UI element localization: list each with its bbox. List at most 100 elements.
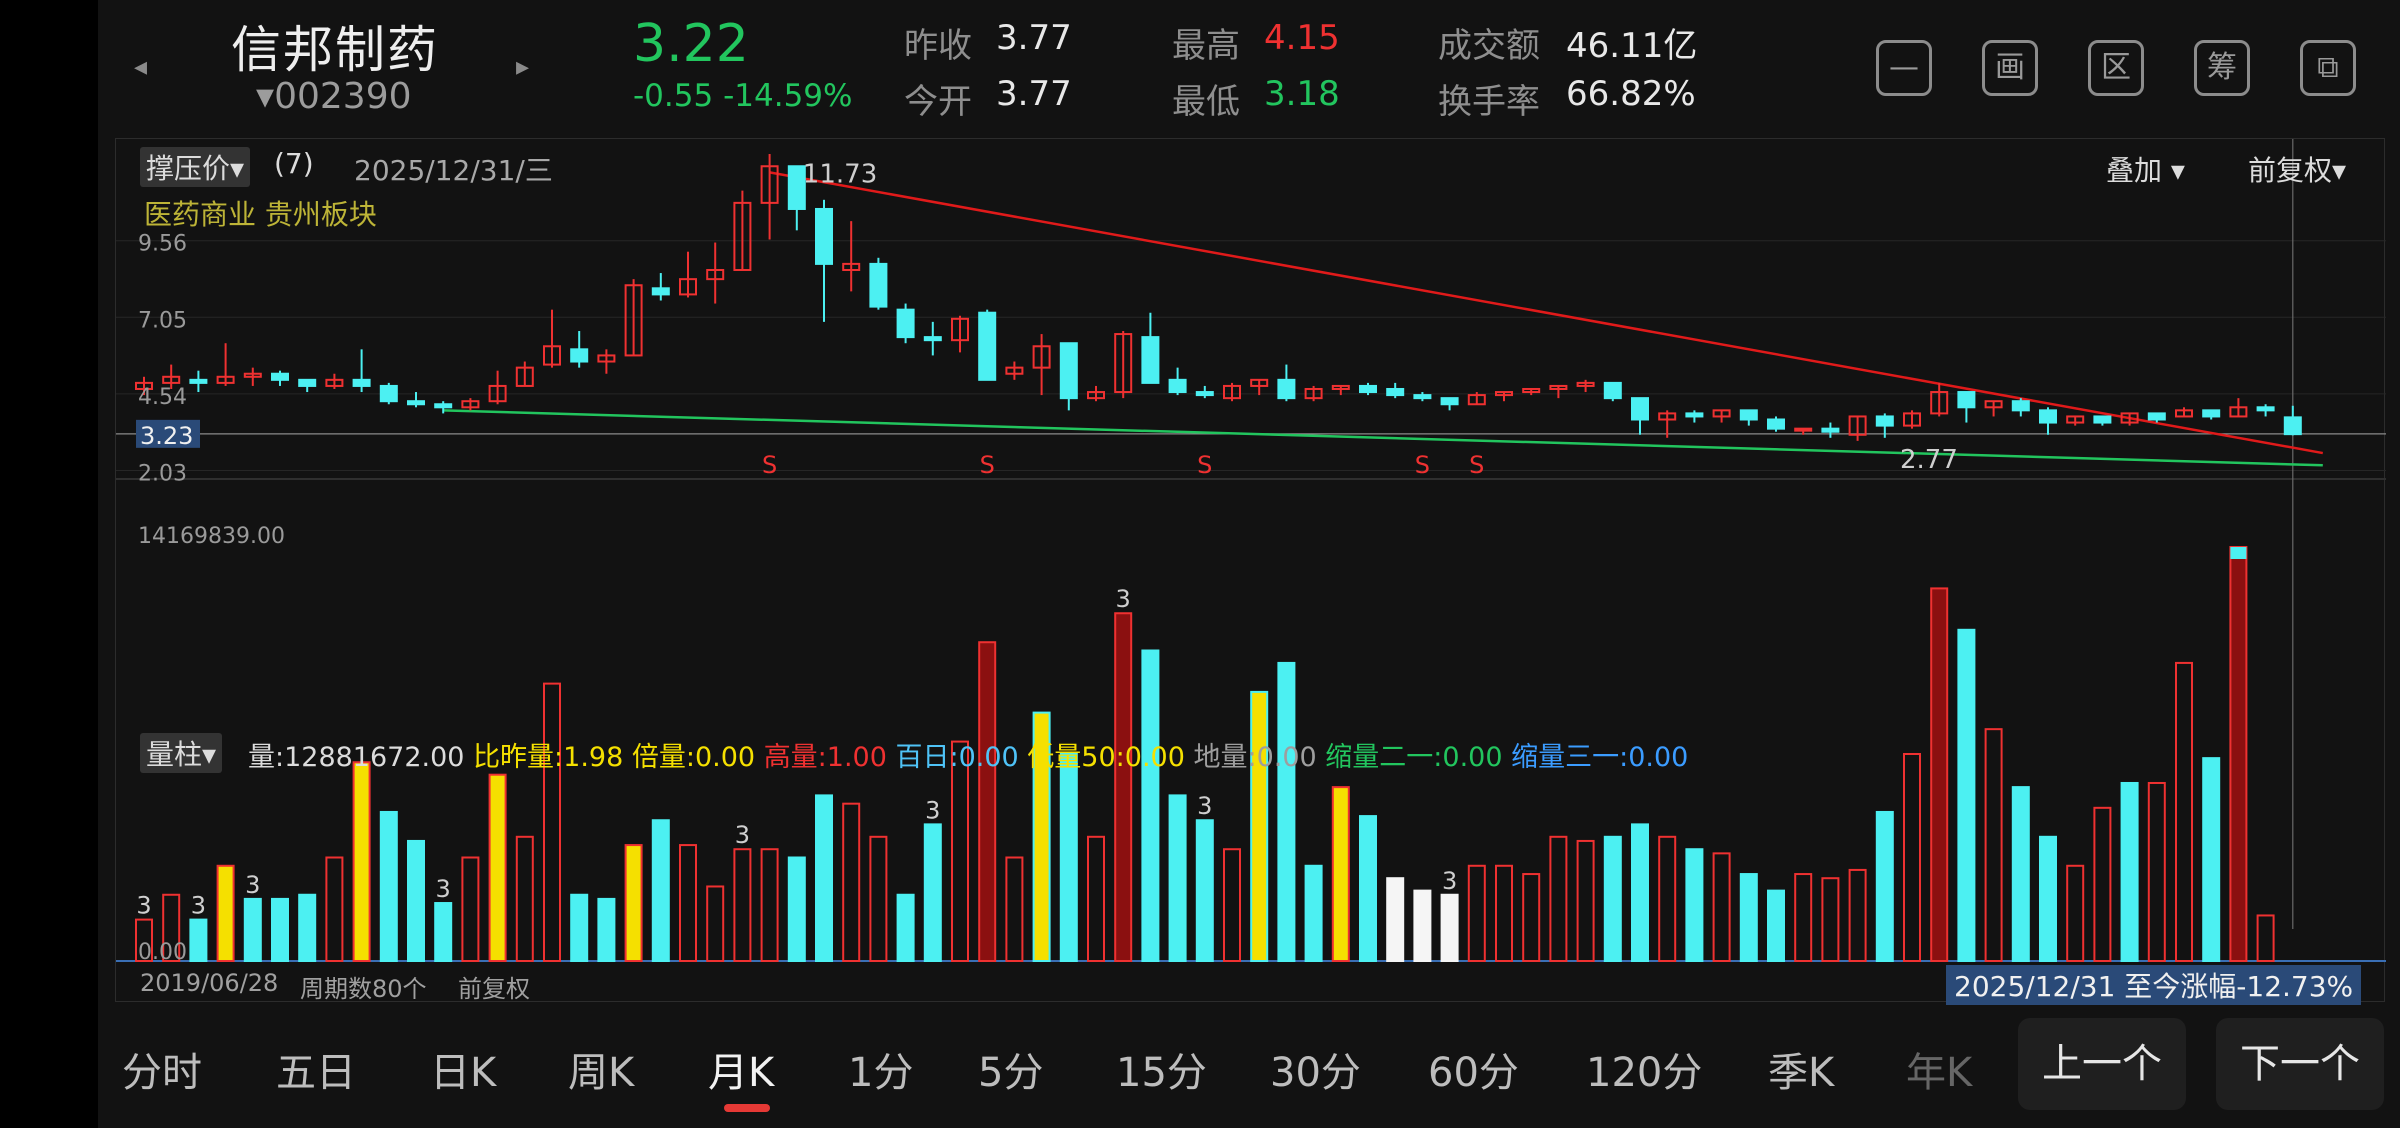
candle-body xyxy=(2011,400,2030,412)
tab-15min[interactable]: 15分 xyxy=(1116,1050,1207,1096)
volume-bar xyxy=(515,835,534,962)
volume-bar xyxy=(352,761,371,963)
volume-bar xyxy=(1848,868,1867,962)
next-stock-icon[interactable]: ▸ xyxy=(516,52,530,82)
volume-bar xyxy=(1413,889,1432,962)
adjust-dropdown[interactable]: 前复权▾ xyxy=(2248,154,2347,187)
candle-body xyxy=(2066,415,2085,424)
volume-bar xyxy=(651,819,670,962)
draw-icon[interactable]: 画 xyxy=(1982,40,2038,96)
volume-bar xyxy=(815,794,833,963)
candle-body xyxy=(1087,391,1105,400)
metric-vs-prev: 比昨量:1.98 xyxy=(473,742,624,773)
period-tab-bar: 分时 五日 日K 周K 月K 1分 5分 15分 30分 60分 120分 季K… xyxy=(98,1010,2400,1128)
candle-body xyxy=(842,262,861,271)
candle-body xyxy=(2039,409,2057,424)
volume-bar xyxy=(2256,914,2275,963)
volume-bar xyxy=(488,773,507,963)
candle-body xyxy=(543,345,561,366)
prev-stock-icon[interactable]: ◂ xyxy=(134,52,148,82)
volume-bar xyxy=(1304,864,1323,963)
prev-stock-button[interactable]: 上一个 xyxy=(2018,1018,2186,1110)
range-icon[interactable]: 区 xyxy=(2088,40,2144,96)
resistance-trendline xyxy=(769,171,2324,455)
metric-high: 高量:1.00 xyxy=(763,742,887,773)
volume-bar xyxy=(2011,786,2030,962)
current-price-badge xyxy=(136,419,200,448)
tab-30min[interactable]: 30分 xyxy=(1270,1050,1361,1096)
tab-yearly[interactable]: 年K xyxy=(1906,1050,1973,1096)
candle-body xyxy=(624,284,643,357)
volume-count-label: 3 xyxy=(1442,867,1457,895)
volume-bar xyxy=(1821,877,1840,963)
volume-bar xyxy=(869,835,888,962)
volume-bar xyxy=(1631,823,1649,962)
tab-1min[interactable]: 1分 xyxy=(848,1050,914,1096)
volume-bar xyxy=(1495,864,1513,963)
volume-bar xyxy=(2229,546,2248,962)
tab-60min[interactable]: 60分 xyxy=(1428,1050,1519,1096)
candle-body xyxy=(679,278,697,296)
next-stock-button[interactable]: 下一个 xyxy=(2216,1018,2384,1110)
tab-monthly[interactable]: 月K xyxy=(708,1050,775,1096)
tab-5min[interactable]: 5分 xyxy=(978,1050,1044,1096)
sector-tags[interactable]: 医药商业 贵州板块 xyxy=(144,198,377,231)
tab-five-day[interactable]: 五日 xyxy=(276,1050,356,1096)
start-date: 2019/06/28 xyxy=(140,969,279,997)
candle-body xyxy=(651,287,670,296)
change-pct: -14.59% xyxy=(723,78,853,114)
tab-daily[interactable]: 日K xyxy=(430,1050,497,1096)
sell-signal: S xyxy=(980,451,995,479)
overlay-dropdown[interactable]: 叠加 ▾ xyxy=(2106,154,2185,187)
candle-body xyxy=(1032,345,1051,369)
candle-body xyxy=(1903,412,1921,427)
collapse-icon[interactable]: — xyxy=(1876,40,1932,96)
turnover-rate-label: 换手率 xyxy=(1438,82,1540,122)
kline-chart-panel[interactable]: 2.034.547.059.5612.073.2311.732.77SSSSS1… xyxy=(115,138,2386,1005)
candle-body xyxy=(162,375,181,384)
kline-chart[interactable]: 2.034.547.059.5612.073.2311.732.77SSSSS1… xyxy=(116,139,2386,1003)
candle-body xyxy=(1359,384,1377,394)
candle-body xyxy=(216,375,235,384)
volume-bar xyxy=(135,918,153,962)
candle-body xyxy=(2120,412,2139,424)
tab-intraday[interactable]: 分时 xyxy=(122,1050,202,1096)
volume-bar xyxy=(298,893,317,963)
candle-body xyxy=(1794,427,1813,432)
stock-code[interactable]: ▾002390 xyxy=(256,76,412,117)
volume-type-dropdown[interactable]: 量柱▾ xyxy=(140,733,223,773)
candle-body xyxy=(1495,391,1513,397)
candle-body xyxy=(1984,400,2003,409)
candle-body xyxy=(271,372,289,381)
device-switch-icon[interactable]: ⧉ xyxy=(2300,40,2356,96)
candle-body xyxy=(461,400,480,409)
chips-icon[interactable]: 筹 xyxy=(2194,40,2250,96)
tab-120min[interactable]: 120分 xyxy=(1586,1050,1703,1096)
candle-body xyxy=(1168,378,1187,394)
candle-body xyxy=(1522,387,1541,394)
volume-bar xyxy=(706,885,725,962)
candle-body xyxy=(815,207,833,265)
indicator-count: (7) xyxy=(274,147,314,180)
candle-body xyxy=(1223,384,1241,400)
volume-bar xyxy=(733,848,752,962)
tab-weekly[interactable]: 周K xyxy=(568,1050,635,1096)
low-value: 3.18 xyxy=(1264,74,1340,114)
candle-body xyxy=(1603,381,1622,400)
volume-bar xyxy=(1875,810,1894,963)
volume-bars xyxy=(135,546,2275,963)
volume-bar xyxy=(760,848,779,962)
indicator-dropdown[interactable]: 撑压价▾ xyxy=(140,147,251,187)
candle-body xyxy=(434,403,453,409)
volume-bar xyxy=(1903,753,1921,962)
volume-bar xyxy=(951,740,969,963)
volume-bar xyxy=(434,902,453,962)
tab-quarterly[interactable]: 季K xyxy=(1768,1050,1835,1096)
support-trendline xyxy=(443,409,2323,467)
candle-body xyxy=(1467,394,1486,406)
volume-bar xyxy=(787,856,806,962)
low-label: 最低 xyxy=(1172,82,1240,122)
volume-bar xyxy=(2093,806,2112,962)
candle-body xyxy=(1440,397,1459,406)
low-price-label: 2.77 xyxy=(1900,445,1958,475)
